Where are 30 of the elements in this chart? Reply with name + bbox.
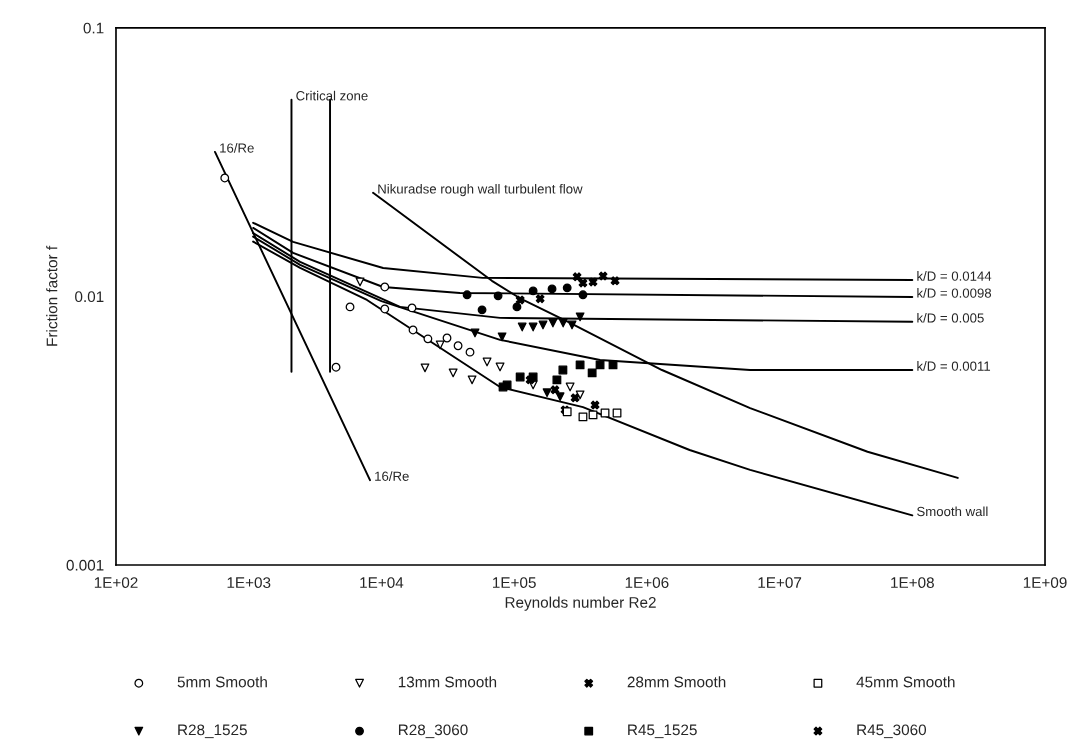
annotation: k/D = 0.005	[917, 312, 984, 323]
x-tick-label: 1E+06	[625, 577, 669, 589]
x-tick-label: 1E+07	[758, 577, 802, 589]
legend-label: 13mm Smooth	[398, 676, 497, 688]
legend-label: 5mm Smooth	[177, 676, 267, 688]
legend-label: 28mm Smooth	[627, 676, 726, 688]
y-tick-label: 0.001	[66, 559, 104, 571]
annotation: Critical zone	[296, 90, 368, 101]
annotation: k/D = 0.0098	[917, 288, 992, 298]
x-tick-label: 1E+05	[493, 577, 536, 589]
x-tick-label: 1E+08	[891, 577, 934, 589]
x-tick-label: 1E+03	[227, 577, 271, 589]
annotation: Smooth wall	[917, 506, 988, 517]
annotation: 16/Re	[375, 471, 409, 481]
legend-label: 45mm Smooth	[856, 676, 955, 688]
y-tick-label: 0.1	[83, 22, 104, 34]
legend-label: R45_1525	[628, 724, 697, 739]
y-axis-title: Friction factor f	[46, 245, 58, 346]
annotation: k/D = 0.0144	[917, 271, 992, 281]
legend-label: R28_3060	[398, 724, 468, 739]
annotation: Nikuradse rough wall turbulent flow	[378, 183, 583, 197]
annotation: 16/Re	[220, 143, 254, 153]
annotation: k/D = 0.0011	[917, 361, 991, 371]
x-tick-label: 1E+02	[94, 577, 138, 589]
x-tick-label: 1E+09	[1023, 577, 1067, 589]
legend-label: R45_3060	[857, 724, 927, 739]
x-tick-label: 1E+04	[360, 577, 404, 589]
x-axis-title: Reynolds number Re2	[505, 596, 656, 611]
legend-label: R28_1525	[178, 724, 247, 739]
y-tick-label: 0.01	[75, 291, 104, 303]
